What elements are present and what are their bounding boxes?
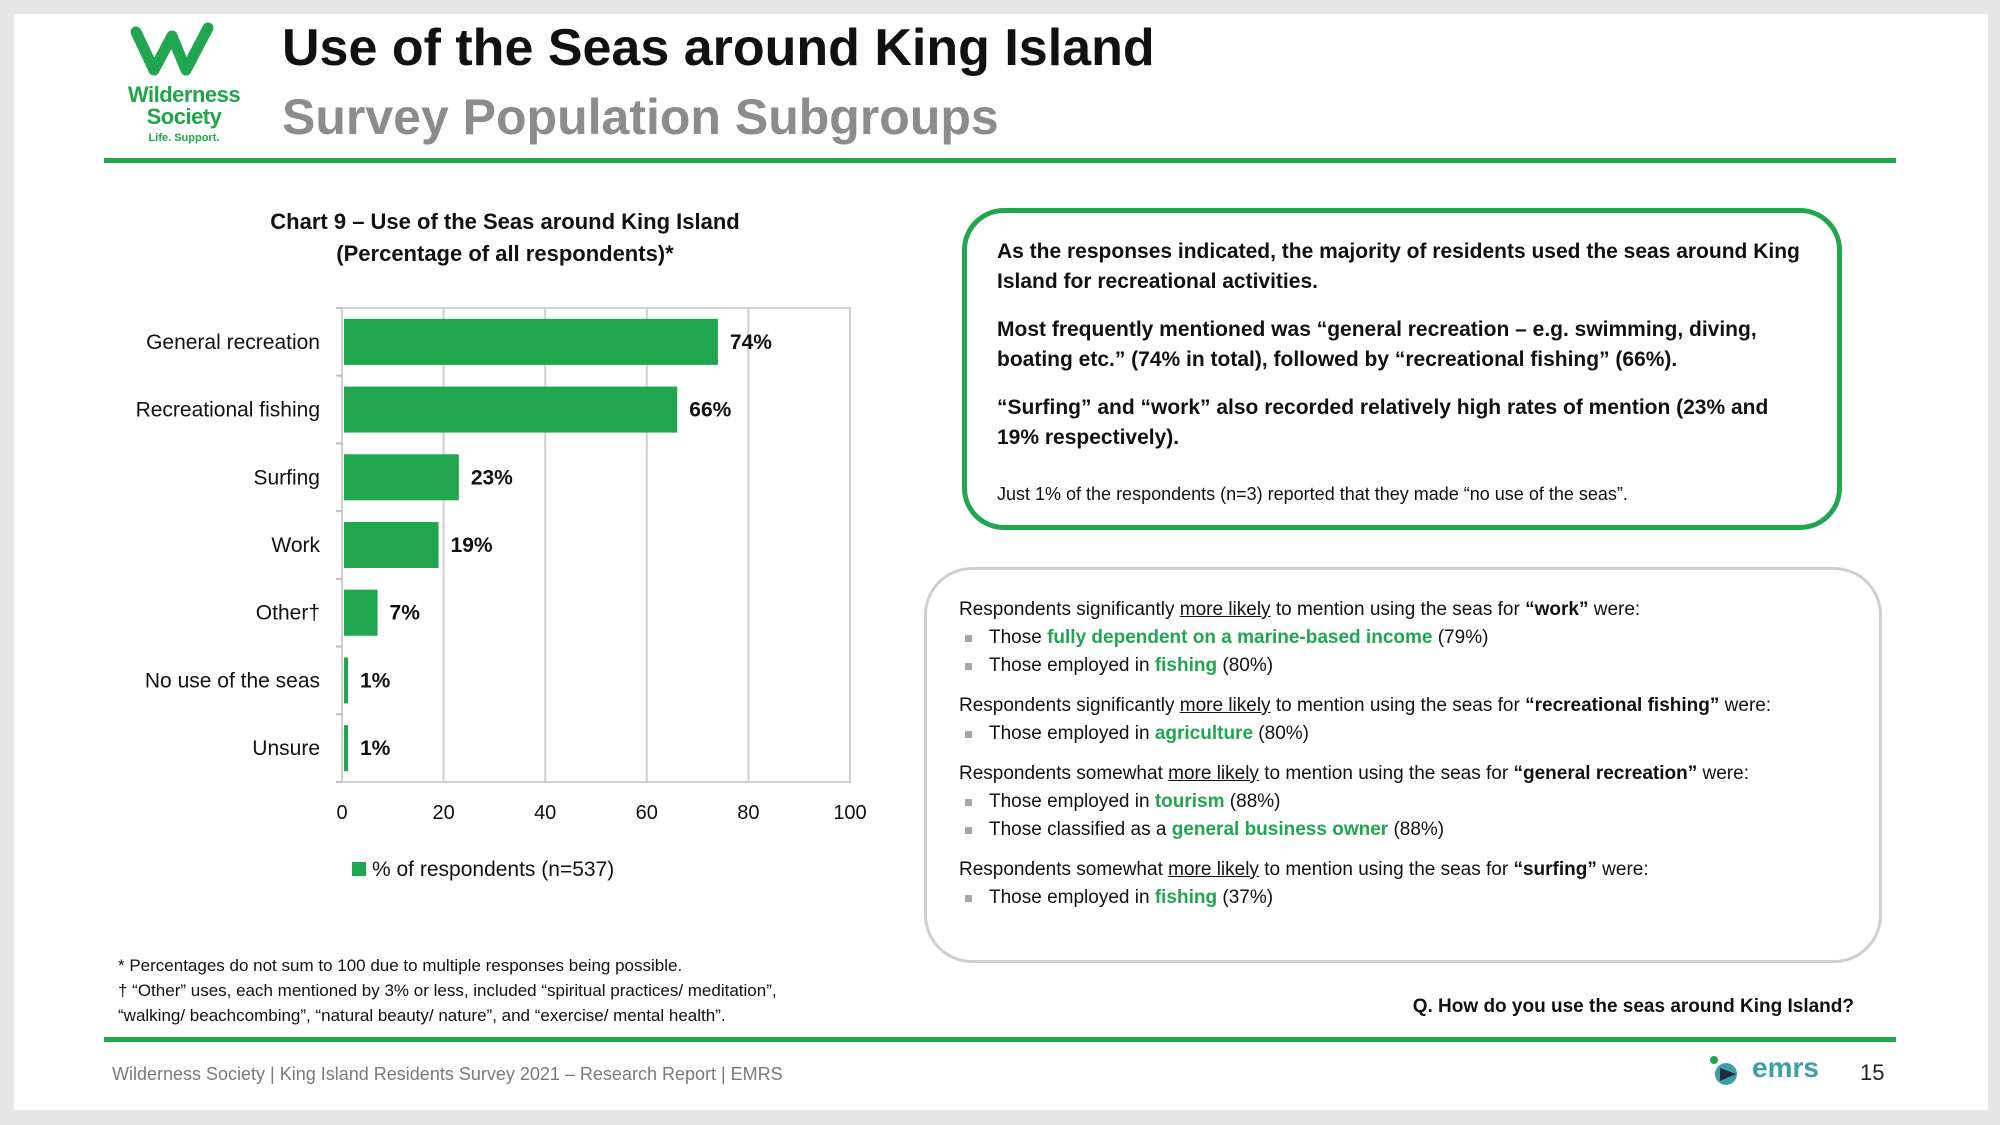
- bar: [344, 725, 348, 772]
- data-label: 7%: [390, 602, 421, 625]
- data-label: 74%: [730, 331, 772, 354]
- x-tick-label: 80: [737, 802, 759, 824]
- data-label: 19%: [451, 534, 493, 557]
- y-tick-label: No use of the seas: [145, 669, 320, 692]
- list-item: Those employed in agriculture (80%): [959, 720, 1847, 748]
- summary-box: As the responses indicated, the majority…: [962, 208, 1842, 530]
- subgroup-heading-work: Respondents significantly more likely to…: [959, 599, 1641, 620]
- subgroup-heading-general-recreation: Respondents somewhat more likely to ment…: [959, 763, 1749, 784]
- footnote-1: * Percentages do not sum to 100 due to m…: [118, 956, 683, 975]
- bar: [344, 521, 439, 569]
- footer-text: Wilderness Society | King Island Residen…: [112, 1064, 783, 1084]
- x-tick-label: 60: [636, 802, 658, 824]
- header-rule: [104, 158, 1896, 163]
- list-item: Those employed in tourism (88%): [959, 788, 1847, 816]
- y-tick-label: Work: [271, 534, 320, 557]
- list-item: Those classified as a general business o…: [959, 816, 1847, 844]
- data-label: 23%: [471, 466, 513, 489]
- summary-p4: Just 1% of the respondents (n=3) reporte…: [997, 484, 1628, 504]
- data-label: 66%: [689, 399, 731, 422]
- y-tick-label: Surfing: [253, 466, 320, 489]
- bar: [344, 386, 678, 433]
- footnote-3: “walking/ beachcombing”, “natural beauty…: [118, 1006, 726, 1025]
- legend-swatch: [352, 862, 366, 876]
- logo-tagline: Life. Support.: [148, 132, 220, 144]
- summary-p1: As the responses indicated, the majority…: [997, 240, 1800, 293]
- y-tick-label: Unsure: [252, 737, 320, 760]
- chart-title-line2: (Percentage of all respondents)*: [336, 241, 674, 266]
- footnote-2: † “Other” uses, each mentioned by 3% or …: [118, 981, 777, 1000]
- list-item: Those employed in fishing (37%): [959, 884, 1847, 912]
- bar: [344, 589, 378, 636]
- y-tick-label: General recreation: [146, 331, 320, 354]
- subgroup-heading-recreational-fishing: Respondents significantly more likely to…: [959, 695, 1772, 716]
- logo-name: Wilderness Society: [127, 82, 241, 129]
- bar-chart: 0 20 40 60 80 100 General recreation 74% Recreat…: [136, 307, 867, 881]
- survey-question: Q. How do you use the seas around King I…: [1412, 996, 1854, 1017]
- x-tick-label: 40: [534, 802, 556, 824]
- subgroups-box: Respondents significantly more likely to…: [924, 567, 1882, 963]
- emrs-logo-icon: [1710, 1056, 1737, 1085]
- y-tick-label: Recreational fishing: [136, 399, 320, 422]
- subgroup-heading-surfing: Respondents somewhat more likely to ment…: [959, 859, 1649, 880]
- page-number: 15: [1860, 1060, 1885, 1085]
- page-subtitle: Survey Population Subgroups: [282, 89, 999, 145]
- legend-label: % of respondents (n=537): [372, 858, 614, 881]
- chart-title: Chart 9 – Use of the Seas around King Is…: [200, 206, 810, 270]
- y-tick-label: Other†: [256, 602, 320, 625]
- x-tick-label: 100: [833, 802, 866, 824]
- x-tick-label: 20: [432, 802, 454, 824]
- wilderness-society-logo-icon: [130, 22, 214, 76]
- data-label: 1%: [360, 737, 391, 760]
- summary-p2: Most frequently mentioned was “general r…: [997, 318, 1757, 371]
- page-title: Use of the Seas around King Island: [282, 19, 1155, 77]
- bar: [344, 454, 459, 501]
- chart-title-line1: Chart 9 – Use of the Seas around King Is…: [270, 209, 740, 234]
- emrs-brand: emrs: [1752, 1052, 1819, 1083]
- bar: [344, 657, 348, 704]
- list-item: Those employed in fishing (80%): [959, 652, 1847, 680]
- list-item: Those fully dependent on a marine-based …: [959, 624, 1847, 652]
- data-label: 1%: [360, 669, 391, 692]
- x-tick-label: 0: [336, 802, 347, 824]
- summary-p3: “Surfing” and “work” also recorded relat…: [997, 396, 1769, 449]
- footer-rule: [104, 1037, 1896, 1042]
- bar: [344, 318, 718, 365]
